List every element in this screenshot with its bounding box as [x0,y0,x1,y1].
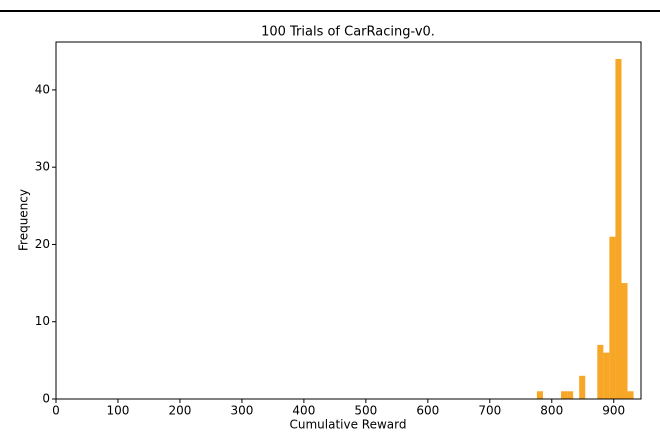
y-axis-label: Frequency [17,189,31,251]
x-tick-label: 400 [292,404,315,418]
bar [597,344,604,399]
x-axis-label: Cumulative Reward [290,418,407,432]
bar [567,391,574,399]
x-tick-label: 0 [52,404,60,418]
bar [561,391,568,399]
x-tick-label: 800 [540,404,563,418]
bar [603,352,610,399]
x-tick-label: 600 [416,404,439,418]
y-tick-label: 40 [35,82,50,96]
plot-frame [55,41,642,400]
x-tick-label: 300 [230,404,253,418]
x-tick-label: 900 [602,404,625,418]
bar [579,375,586,399]
y-tick-label: 0 [42,392,50,406]
y-tick-label: 30 [35,160,50,174]
x-tick-label: 200 [168,404,191,418]
chart-title: 100 Trials of CarRacing-v0. [261,25,435,40]
y-tick-label: 20 [35,237,50,251]
x-tick-label: 500 [354,404,377,418]
bar [609,236,616,399]
y-tick-label: 10 [35,314,50,328]
bar [621,283,628,399]
x-tick-label: 100 [107,404,130,418]
bar [627,391,634,399]
x-tick-label: 700 [478,404,501,418]
bar [615,59,622,399]
bar [536,391,543,399]
